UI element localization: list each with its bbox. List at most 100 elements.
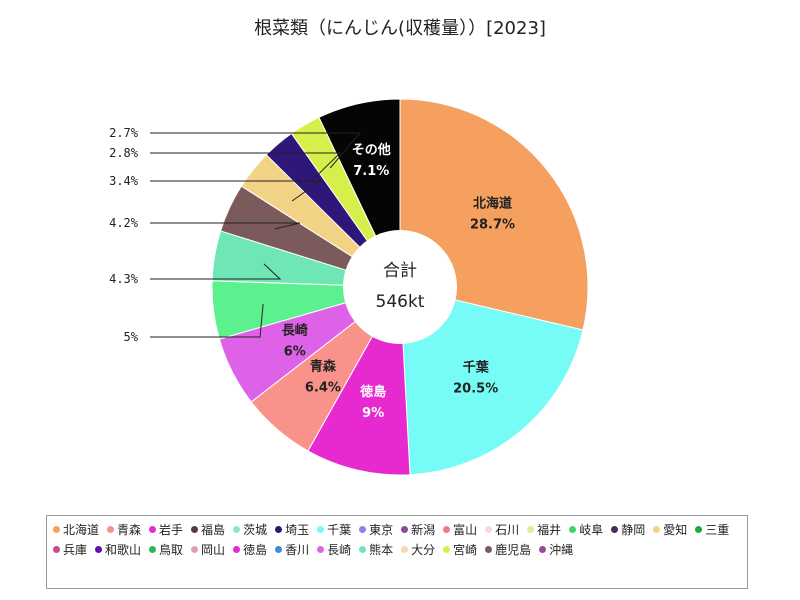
legend-label: 岩手 bbox=[159, 522, 184, 537]
legend-item: 兵庫 bbox=[53, 539, 87, 559]
legend-marker-icon bbox=[653, 525, 661, 533]
legend-marker-icon bbox=[611, 525, 619, 533]
legend-label: 和歌山 bbox=[105, 542, 142, 557]
pie-chart: 根菜類（にんじん(収穫量））[2023] 北海道 28.7% 千葉 20.5% 徳島 9%… bbox=[109, 18, 589, 476]
legend-item: 静岡 bbox=[611, 519, 645, 539]
legend-label: 石川 bbox=[495, 522, 520, 537]
legend-marker-icon bbox=[149, 525, 157, 533]
legend-marker-icon bbox=[233, 545, 241, 553]
legend-label: 青森 bbox=[117, 522, 142, 537]
legend-marker-icon bbox=[539, 545, 547, 553]
legend-label: 愛知 bbox=[663, 522, 688, 537]
legend-item: 愛知 bbox=[653, 519, 687, 539]
legend-marker-icon bbox=[53, 525, 60, 533]
legend-item: 三重 bbox=[695, 519, 729, 539]
legend-marker-icon bbox=[401, 525, 409, 533]
legend-item: 鳥取 bbox=[149, 539, 183, 559]
legend-label: 沖縄 bbox=[549, 542, 574, 557]
legend-marker-icon bbox=[569, 525, 577, 533]
legend-label: 埼玉 bbox=[285, 522, 310, 537]
center-total-value: 546kt bbox=[376, 292, 425, 312]
legend-label: 北海道 bbox=[63, 522, 100, 537]
legend-item: 福島 bbox=[191, 519, 225, 539]
legend-label: 三重 bbox=[705, 522, 730, 537]
legend-item: 埼玉 bbox=[275, 519, 309, 539]
leader-line-6 bbox=[150, 263, 282, 280]
slice-label-2: 徳島 9% bbox=[359, 384, 386, 421]
legend-label: 静岡 bbox=[621, 522, 646, 537]
legend-marker-icon bbox=[53, 545, 60, 553]
legend-marker-icon bbox=[191, 545, 199, 553]
legend-marker-icon bbox=[233, 525, 241, 533]
legend-item: 長崎 bbox=[317, 539, 351, 559]
legend-label: 福島 bbox=[201, 522, 226, 537]
legend-label: 香川 bbox=[285, 542, 310, 557]
legend-label: 長崎 bbox=[327, 542, 352, 557]
legend-marker-icon bbox=[275, 525, 283, 533]
slice-label-9: 2.8% bbox=[109, 146, 139, 160]
slice-labels: 北海道 28.7% 千葉 20.5% 徳島 9% 青森 6.4%長崎 6% 5% 4.3% 4.2% 3… bbox=[109, 126, 515, 421]
legend-item: 石川 bbox=[485, 519, 519, 539]
legend-label: 千葉 bbox=[327, 522, 352, 537]
legend-item: 沖縄 bbox=[539, 539, 573, 559]
legend-item: 福井 bbox=[527, 519, 561, 539]
legend-marker-icon bbox=[695, 525, 703, 533]
legend-marker-icon bbox=[485, 545, 493, 553]
legend-item: 新潟 bbox=[401, 519, 435, 539]
legend-label: 鳥取 bbox=[159, 542, 184, 557]
legend-item: 熊本 bbox=[359, 539, 393, 559]
legend-marker-icon bbox=[443, 545, 451, 553]
legend-marker-icon bbox=[275, 545, 283, 553]
legend-marker-icon bbox=[95, 545, 103, 553]
legend-item: 香川 bbox=[275, 539, 309, 559]
legend-marker-icon bbox=[149, 545, 157, 553]
leader-line-9 bbox=[150, 152, 342, 183]
slice-1 bbox=[399, 286, 584, 476]
legend-label: 兵庫 bbox=[63, 542, 88, 557]
leader-line-10 bbox=[150, 132, 362, 169]
legend-marker-icon bbox=[527, 525, 535, 533]
legend-marker-icon bbox=[317, 525, 325, 533]
legend-item: 茨城 bbox=[233, 519, 267, 539]
legend-marker-icon bbox=[317, 545, 325, 553]
legend-item: 大分 bbox=[401, 539, 435, 559]
slice-label-6: 4.3% bbox=[109, 272, 139, 286]
legend-label: 福井 bbox=[537, 522, 562, 537]
legend-marker-icon bbox=[359, 525, 367, 533]
legend-item: 鹿児島 bbox=[485, 539, 531, 559]
legend-item: 富山 bbox=[443, 519, 477, 539]
legend-label: 茨城 bbox=[243, 522, 268, 537]
leader-line-8 bbox=[150, 180, 322, 202]
legend-item: 岩手 bbox=[149, 519, 183, 539]
legend-item: 青森 bbox=[107, 519, 141, 539]
legend-item: 東京 bbox=[359, 519, 393, 539]
slice-label-8: 3.4% bbox=[109, 174, 139, 188]
legend-marker-icon bbox=[443, 525, 451, 533]
slice-label-1: 千葉 20.5% bbox=[453, 360, 498, 397]
legend-label: 徳島 bbox=[243, 542, 268, 557]
legend-marker-icon bbox=[107, 525, 115, 533]
legend-item: 北海道 bbox=[53, 519, 99, 539]
slice-label-10: 2.7% bbox=[109, 126, 139, 140]
legend-label: 宮崎 bbox=[453, 542, 478, 557]
leader-lines bbox=[150, 132, 362, 338]
legend-label: 新潟 bbox=[411, 522, 436, 537]
legend-item: 和歌山 bbox=[95, 539, 141, 559]
chart-title: 根菜類（にんじん(収穫量））[2023] bbox=[254, 18, 546, 39]
legend-marker-icon bbox=[359, 545, 367, 553]
legend-item: 宮崎 bbox=[443, 539, 477, 559]
slice-label-5: 5% bbox=[124, 330, 139, 344]
legend-label: 熊本 bbox=[369, 542, 394, 557]
legend-label: 大分 bbox=[411, 542, 436, 557]
legend-marker-icon bbox=[485, 525, 493, 533]
legend-label: 富山 bbox=[453, 522, 478, 537]
slice-label-11: その他 7.1% bbox=[352, 142, 391, 179]
legend-label: 岐阜 bbox=[579, 522, 604, 537]
leader-line-5 bbox=[150, 304, 264, 338]
legend-item: 徳島 bbox=[233, 539, 267, 559]
legend-label: 岡山 bbox=[201, 542, 226, 557]
center-total-label: 合計 bbox=[383, 261, 417, 281]
legend-marker-icon bbox=[191, 525, 199, 533]
slice-label-4: 長崎 6% bbox=[282, 322, 308, 359]
